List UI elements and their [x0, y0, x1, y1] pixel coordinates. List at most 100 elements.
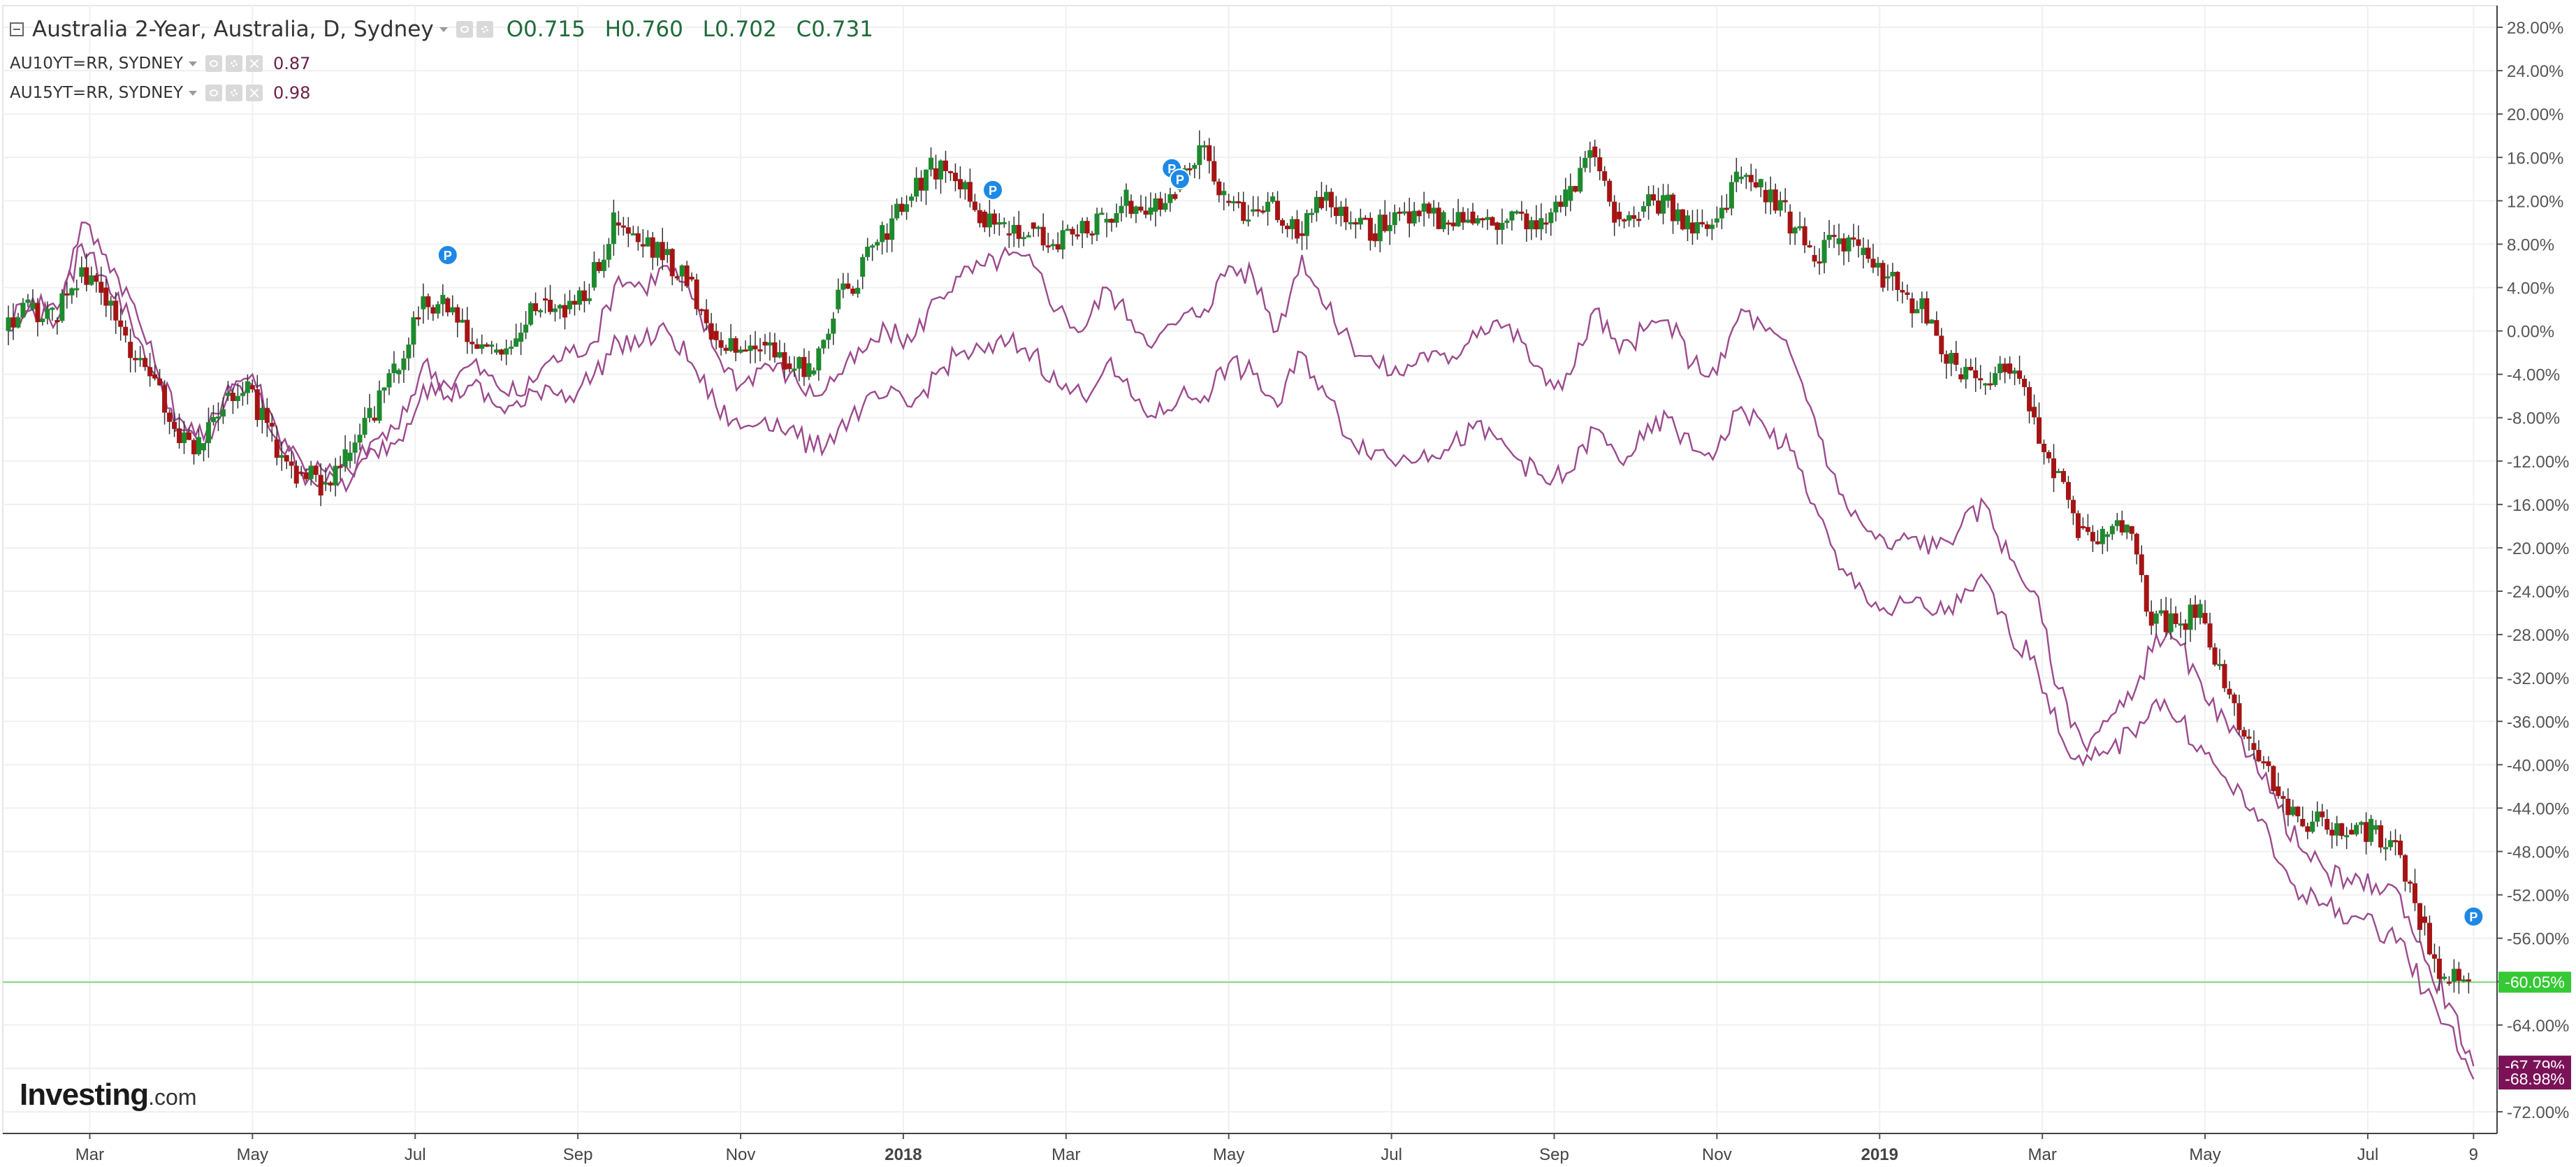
close-icon[interactable]: [245, 55, 263, 72]
dropdown-caret-icon[interactable]: [439, 27, 448, 32]
candle-down: [318, 474, 323, 496]
candle-down: [1724, 208, 1729, 210]
candle-down: [2403, 855, 2408, 882]
publication-marker-icon: P: [2463, 906, 2484, 927]
candle-down: [484, 344, 490, 347]
candle-up: [1060, 230, 1065, 250]
y-tick-label: -4.00%: [2507, 366, 2560, 385]
candle-up: [1114, 213, 1119, 223]
candle-up: [1163, 203, 1168, 210]
candle-up: [1338, 206, 1344, 217]
y-tick-label: 0.00%: [2507, 323, 2554, 342]
candle-down: [2446, 981, 2452, 984]
candle-down: [2426, 922, 2432, 955]
comparison-legend-au10: AU10YT=RR, SYDNEY 0.87: [10, 49, 886, 78]
candle-up: [1323, 191, 1329, 201]
main-series-title[interactable]: Australia 2-Year, Australia, D, Sydney: [32, 17, 434, 42]
candle-down: [2329, 829, 2335, 836]
dropdown-caret-icon[interactable]: [188, 90, 197, 96]
candle-down: [2002, 363, 2008, 372]
candle-down: [674, 276, 680, 279]
candle-up: [2334, 823, 2340, 836]
candle-up: [279, 455, 284, 458]
candle-up: [30, 303, 36, 310]
candle-up: [259, 407, 265, 421]
candle-up: [938, 160, 943, 180]
comparison-label[interactable]: AU10YT=RR, SYDNEY: [10, 55, 183, 73]
gear-icon[interactable]: [225, 55, 242, 72]
candle-down: [264, 407, 270, 423]
candle-up: [2388, 840, 2394, 848]
eye-icon[interactable]: [456, 21, 473, 38]
candle-down: [1416, 210, 1422, 217]
marker-circle: [2463, 906, 2484, 927]
high-value: H0.760: [604, 17, 683, 42]
candle-up: [20, 303, 26, 318]
x-tick-label: Mar: [75, 1145, 104, 1164]
candle-down: [2393, 840, 2399, 843]
candle-up: [1666, 194, 1671, 201]
eye-icon[interactable]: [205, 85, 222, 101]
candle-up: [645, 237, 650, 247]
candle-down: [2408, 881, 2413, 884]
eye-icon[interactable]: [205, 55, 222, 72]
candle-up: [2124, 524, 2130, 533]
marker-circle: [1169, 168, 1191, 190]
candle-up: [2168, 613, 2174, 632]
dropdown-caret-icon[interactable]: [188, 61, 197, 66]
x-tick-label: Sep: [563, 1145, 593, 1164]
candle-up: [2368, 818, 2374, 842]
candle-down: [1275, 201, 1281, 220]
candle-down: [1748, 175, 1754, 182]
candle-up: [806, 363, 812, 377]
candle-down: [1226, 201, 1232, 203]
candle-up: [1792, 227, 1798, 234]
candle-down: [933, 168, 938, 180]
close-icon[interactable]: [245, 85, 263, 101]
candle-up: [1304, 212, 1309, 236]
candle-up: [50, 307, 55, 310]
candle-down: [1470, 211, 1476, 224]
collapse-icon[interactable]: [10, 22, 24, 36]
candle-down: [1934, 320, 1940, 336]
candle-down: [1016, 224, 1021, 239]
gear-icon[interactable]: [225, 85, 242, 101]
x-tick-label: Nov: [1702, 1145, 1732, 1164]
candle-up: [196, 437, 201, 455]
candle-down: [1534, 220, 1539, 230]
comparison-label[interactable]: AU15YT=RR, SYDNEY: [10, 84, 183, 102]
candle-down: [2144, 574, 2149, 612]
candle-down: [2212, 647, 2218, 665]
candle-down: [372, 417, 377, 421]
candle-down: [337, 465, 343, 468]
candle-up: [435, 304, 441, 314]
candle-down: [2027, 386, 2032, 412]
candle-down: [1924, 298, 1930, 324]
candle-up: [728, 338, 734, 351]
candle-down: [660, 242, 665, 261]
candle-down: [99, 282, 104, 293]
candle-up: [1094, 213, 1100, 235]
candle-down: [1138, 206, 1144, 211]
candle-down: [752, 345, 758, 349]
y-tick-label: -8.00%: [2507, 409, 2560, 428]
candle-up: [1743, 175, 1749, 177]
candle-down: [581, 290, 587, 301]
candle-up: [816, 348, 822, 371]
candle-up: [2055, 471, 2061, 474]
candle-down: [1880, 263, 1886, 288]
candle-down: [967, 182, 973, 202]
candle-down: [191, 440, 196, 455]
candle-up: [1192, 165, 1198, 169]
candle-up: [1509, 211, 1515, 221]
y-tick-label: -52.00%: [2507, 887, 2569, 906]
candle-down: [1300, 233, 1305, 236]
gear-icon[interactable]: [476, 21, 493, 38]
logo-suffix: .com: [148, 1085, 197, 1110]
x-tick-label: May: [1213, 1145, 1244, 1164]
candle-up: [591, 261, 597, 288]
candle-down: [947, 171, 953, 173]
candle-up: [333, 465, 338, 486]
